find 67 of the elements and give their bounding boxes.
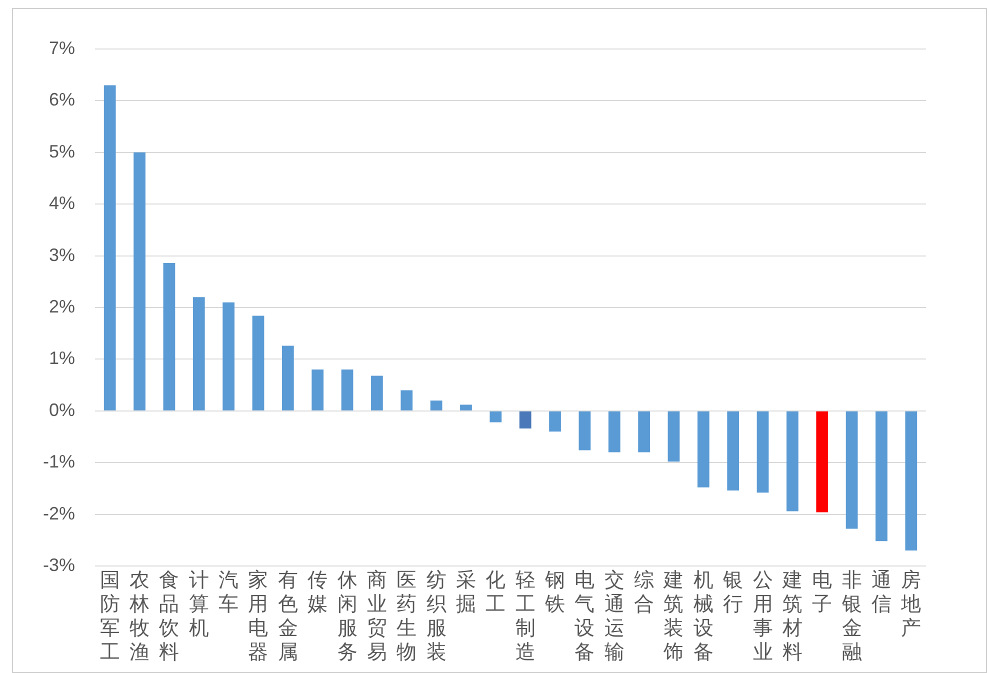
bar	[252, 316, 264, 410]
y-tick-label: 5%	[48, 141, 76, 162]
bar	[400, 390, 413, 410]
x-tick-label: 电子	[812, 570, 832, 616]
y-tick-label: 1%	[48, 348, 76, 368]
x-tick-label: 非银金融	[840, 570, 862, 664]
y-tick-label: -3%	[42, 554, 76, 575]
bar	[756, 411, 769, 493]
x-tick-label: 休闲服务	[337, 570, 358, 664]
y-tick-label: 7%	[48, 38, 76, 58]
bar	[460, 404, 472, 410]
bar	[490, 411, 502, 422]
x-tick-label: 食品饮料	[158, 570, 180, 664]
bar	[282, 346, 294, 410]
x-tick-label: 电气设备	[574, 570, 595, 664]
bar	[341, 370, 354, 410]
bar	[163, 263, 176, 410]
bar	[638, 411, 650, 452]
x-tick-label: 交通运输	[604, 570, 624, 664]
bar	[134, 152, 146, 410]
x-tick-label: 公用事业	[752, 570, 773, 664]
bar	[430, 400, 442, 410]
x-tick-label: 传媒	[308, 570, 328, 616]
x-tick-label: 采掘	[456, 570, 476, 616]
x-tick-label: 机械设备	[693, 570, 714, 664]
y-tick-label: 3%	[48, 244, 76, 265]
x-tick-label: 国防军工	[100, 570, 120, 664]
y-tick-label: 4%	[48, 193, 76, 214]
x-tick-label: 家用电器	[248, 570, 268, 664]
bar	[668, 411, 680, 462]
x-tick-label: 综合	[634, 570, 654, 616]
bar	[222, 302, 234, 410]
bar	[371, 376, 383, 410]
bar	[727, 411, 740, 491]
x-tick-label: 建筑材料	[781, 570, 802, 664]
x-tick-label: 商业贸易	[366, 570, 387, 664]
x-tick-label: 钢铁	[544, 570, 566, 616]
x-tick-label: 有色金属	[278, 570, 298, 664]
bar	[549, 411, 561, 432]
bar	[905, 411, 918, 550]
y-tick-label: 0%	[48, 400, 76, 420]
bar	[104, 85, 116, 410]
y-tick-label: 2%	[48, 296, 76, 316]
x-tick-label: 建筑装饰	[662, 570, 684, 664]
bar	[876, 411, 888, 542]
y-tick-label: -2%	[42, 503, 76, 524]
bar	[697, 411, 710, 488]
x-tick-label: 农林牧渔	[128, 570, 150, 664]
x-tick-label: 通信	[871, 570, 892, 616]
bar	[578, 411, 591, 450]
x-tick-label: 银行	[722, 570, 744, 616]
bar	[816, 411, 828, 512]
x-tick-label: 轻工制造	[515, 570, 536, 664]
x-tick-label: 医药生物	[396, 570, 417, 664]
y-tick-label: -1%	[42, 452, 76, 472]
bar	[608, 411, 620, 452]
x-tick-label: 纺织服装	[426, 570, 446, 664]
x-tick-label: 汽车	[218, 570, 239, 616]
bar	[786, 411, 798, 512]
x-tick-label: 房地产	[900, 570, 922, 640]
x-tick-label: 化工	[486, 570, 506, 616]
bar	[846, 411, 858, 529]
y-tick-label: 6%	[48, 90, 76, 110]
bar	[312, 370, 324, 410]
x-tick-label: 计算机	[188, 570, 209, 640]
bar	[519, 411, 532, 428]
bar	[192, 297, 205, 410]
